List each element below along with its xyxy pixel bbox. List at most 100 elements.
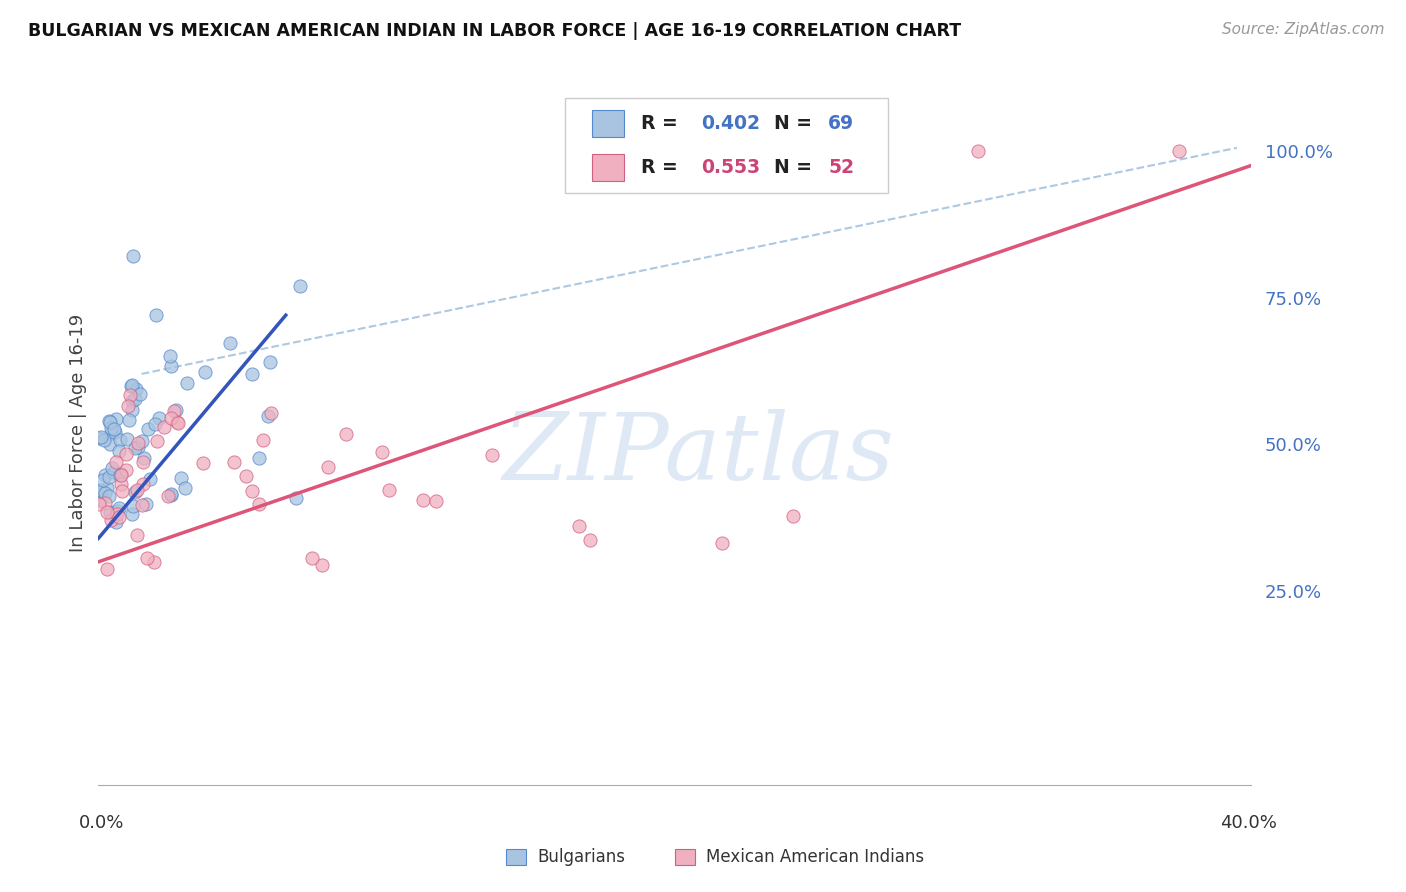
Point (481, 448, 503, 462)
Point (135, 497, 157, 511)
Point (711, 536, 734, 550)
Point (118, 413, 141, 427)
Point (782, 508, 804, 523)
Point (966, 144, 988, 158)
Point (110, 468, 132, 483)
Y-axis label: In Labor Force | Age 16-19: In Labor Force | Age 16-19 (69, 313, 87, 552)
Point (121, 403, 143, 417)
Point (136, 550, 159, 565)
Point (148, 411, 170, 425)
Point (131, 434, 153, 449)
Point (90, 430, 112, 444)
Point (122, 499, 145, 513)
Point (247, 450, 270, 465)
Point (167, 416, 190, 430)
Text: 0.553: 0.553 (702, 158, 761, 177)
Point (240, 368, 263, 382)
Point (145, 308, 167, 322)
Point (100, 425, 122, 440)
Point (89, 483, 111, 498)
Point (176, 376, 198, 391)
Point (222, 455, 245, 469)
Text: Bulgarians: Bulgarians (537, 848, 626, 866)
Point (105, 507, 128, 521)
Point (412, 493, 434, 508)
Point (100, 513, 122, 527)
Point (103, 466, 125, 480)
FancyBboxPatch shape (592, 154, 624, 181)
Point (111, 483, 134, 498)
Point (104, 425, 127, 439)
Point (104, 515, 127, 529)
Text: N =: N = (775, 158, 818, 177)
Text: 0.402: 0.402 (702, 114, 761, 133)
Point (165, 403, 187, 417)
Point (110, 468, 132, 483)
Point (219, 335, 242, 350)
Point (235, 469, 257, 483)
Point (159, 487, 181, 501)
Point (124, 441, 146, 455)
Point (89, 493, 111, 508)
Text: 69: 69 (828, 114, 855, 133)
Point (143, 417, 166, 431)
Point (131, 499, 153, 513)
Point (242, 483, 264, 498)
Point (159, 349, 181, 363)
Point (371, 445, 394, 459)
Point (98, 437, 121, 451)
Point (125, 483, 148, 498)
Point (97, 414, 120, 428)
Point (127, 436, 149, 450)
Point (145, 434, 167, 449)
Point (122, 250, 145, 264)
Point (93, 433, 115, 447)
Point (335, 427, 357, 442)
Point (153, 420, 176, 434)
Text: 0.0%: 0.0% (79, 814, 124, 831)
Text: Mexican American Indians: Mexican American Indians (706, 848, 924, 866)
Point (301, 551, 323, 566)
Point (105, 412, 128, 426)
Point (578, 533, 600, 548)
Point (110, 476, 132, 491)
Point (125, 528, 148, 542)
Point (96, 562, 118, 576)
Point (117, 433, 139, 447)
Point (174, 481, 197, 495)
Point (132, 477, 155, 491)
Point (96, 505, 118, 519)
Point (100, 415, 122, 429)
Point (94, 486, 117, 500)
Point (247, 497, 270, 511)
Point (110, 467, 132, 481)
Point (1168, 144, 1191, 158)
Point (136, 422, 159, 436)
Text: 40.0%: 40.0% (1220, 814, 1277, 831)
Point (108, 501, 131, 516)
Text: 52: 52 (828, 158, 855, 177)
Point (108, 510, 131, 524)
Point (118, 388, 141, 402)
Point (93, 467, 115, 482)
Point (166, 416, 188, 430)
Point (378, 483, 401, 497)
Point (160, 359, 183, 373)
Point (121, 377, 143, 392)
Point (318, 459, 340, 474)
FancyBboxPatch shape (592, 110, 624, 136)
Point (257, 409, 280, 423)
Point (124, 392, 146, 407)
Point (194, 365, 217, 379)
Point (191, 456, 214, 470)
Point (115, 463, 138, 477)
Point (252, 433, 274, 447)
Point (108, 433, 131, 447)
Point (124, 382, 146, 396)
Point (139, 472, 162, 486)
Point (132, 455, 155, 469)
Point (284, 491, 307, 505)
Point (121, 394, 143, 409)
FancyBboxPatch shape (565, 98, 889, 193)
Point (115, 447, 138, 461)
